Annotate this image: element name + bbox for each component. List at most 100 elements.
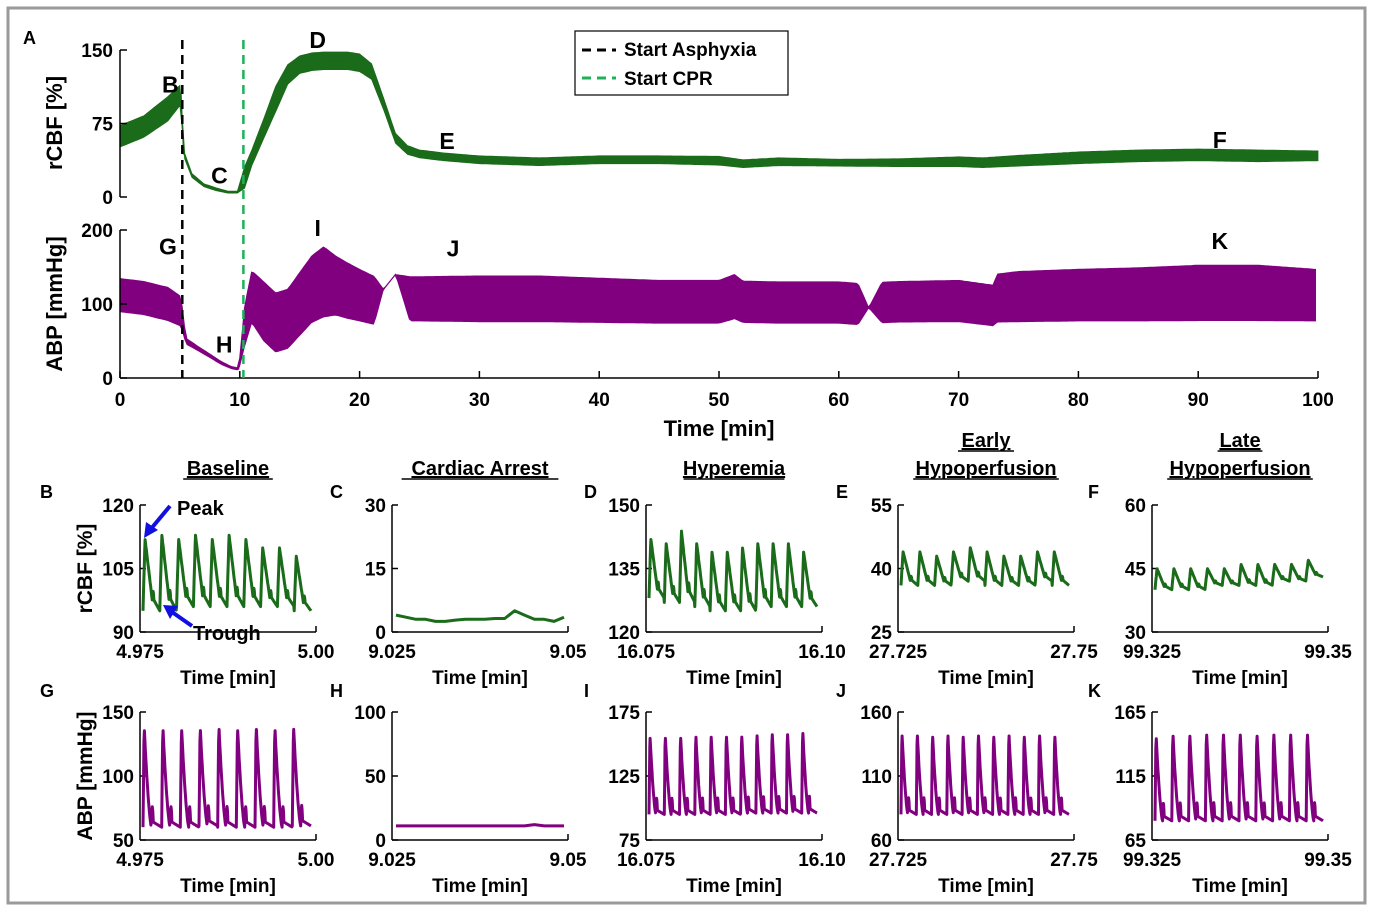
panel-f-waveform	[1153, 558, 1325, 592]
panel-d-ytick-label: 150	[608, 496, 640, 517]
panel-d-xtick-label: 16.075	[617, 642, 676, 663]
a-xtick-label: 50	[708, 390, 729, 411]
panel-e-xtick-label: 27.75	[1050, 642, 1098, 663]
a-abp-annotation-g: G	[159, 233, 177, 259]
a-xtick-label: 90	[1188, 390, 1209, 411]
panel-letter-c: C	[330, 482, 343, 502]
panel-i-ytick-label: 125	[608, 767, 640, 788]
panel-c-x-axis-label: Time [min]	[432, 668, 528, 689]
a-abp-signal-trace	[119, 273, 1316, 370]
panel-e-chart: E 25 40 55 27.725 27.75 Time [min] Early Hypoper…	[836, 430, 1098, 689]
peak-arrow	[148, 504, 172, 532]
panel-h-xtick-label: 9.025	[368, 850, 416, 871]
a-rcbf-annotation-b: B	[162, 71, 179, 97]
panel-letter-k: K	[1088, 681, 1101, 701]
a-abp-y-axis-label: ABP [mmHg]	[42, 236, 67, 371]
panel-f-ytick-label: 45	[1125, 560, 1147, 581]
panel-a-rcbf-chart: A rCBF [%] 0 75 150 B C D E F	[23, 27, 1319, 209]
panel-d-chart: D 120 135 150 16.075 16.10 Time [min] Hyperemia	[584, 458, 846, 689]
a-rcbf-ytick-label: 150	[81, 41, 113, 62]
panel-e-ytick-label: 40	[871, 560, 892, 581]
panel-g-chart: G 50 100 150 4.975 5.00 Time [min] ABP [mmHg]	[40, 681, 334, 897]
a-xtick-label: 70	[948, 390, 969, 411]
panel-e-ytick-label: 25	[871, 623, 893, 644]
legend: Start Asphyxia Start CPR	[574, 30, 789, 96]
panel-h-ytick-label: 50	[365, 767, 386, 788]
a-xtick-label: 10	[229, 390, 250, 411]
panel-g-y-axis-label: ABP [mmHg]	[74, 711, 97, 840]
a-xtick-label: 40	[589, 390, 610, 411]
panel-k-chart: K 65 115 165 99.325 99.35 Time [min]	[1088, 681, 1352, 897]
panel-letter-e: E	[836, 482, 848, 502]
legend-label-cpr: Start CPR	[624, 69, 713, 90]
panel-c-ytick-label: 0	[375, 623, 386, 644]
panel-i-waveform	[647, 732, 819, 816]
panel-g-ytick-label: 150	[102, 703, 134, 724]
a-abp-x-axis-label: Time [min]	[664, 416, 775, 441]
panel-k-xtick-label: 99.325	[1123, 850, 1182, 871]
a-rcbf-signal-trace	[119, 60, 1318, 193]
panel-g-ytick-label: 50	[113, 831, 134, 852]
trough-arrow	[170, 610, 194, 628]
a-abp-ytick-label: 100	[81, 295, 113, 316]
panel-g-xtick-label: 4.975	[116, 850, 164, 871]
panel-letter-b: B	[40, 482, 53, 502]
panel-letter-i: I	[584, 681, 589, 701]
panel-c-ytick-label: 30	[365, 496, 386, 517]
panel-j-xtick-label: 27.725	[869, 850, 928, 871]
a-rcbf-y-axis-label: rCBF [%]	[42, 76, 67, 170]
panel-e-xtick-label: 27.725	[869, 642, 928, 663]
figure-border	[6, 6, 1367, 905]
panel-e-waveform	[899, 546, 1071, 587]
panel-h-ytick-label: 0	[375, 831, 386, 852]
panel-c-chart: C 0 15 30 9.025 9.05 Time [min] Cardiac Arrest	[330, 458, 587, 689]
panel-letter-h: H	[330, 681, 343, 701]
a-rcbf-annotation-f: F	[1213, 127, 1227, 153]
panel-j-ytick-label: 60	[871, 831, 892, 852]
panel-g-xtick-label: 5.00	[298, 850, 335, 871]
a-rcbf-signal-envelope	[119, 51, 1319, 194]
panel-d-ytick-label: 135	[608, 560, 640, 581]
panel-letter-g: G	[40, 681, 54, 701]
panel-b-xtick-label: 4.975	[116, 642, 164, 663]
panel-e-ytick-label: 55	[871, 496, 893, 517]
panel-k-waveform	[1153, 733, 1325, 823]
panel-b-title: Baseline	[187, 458, 269, 480]
panel-j-ytick-label: 160	[860, 703, 892, 724]
a-rcbf-annotation-d: D	[309, 27, 326, 53]
panel-j-waveform	[899, 734, 1071, 816]
a-xtick-label: 60	[828, 390, 849, 411]
legend-box	[574, 30, 789, 96]
panel-b-y-axis-label: rCBF [%]	[74, 524, 97, 614]
a-abp-signal-envelope	[119, 246, 1316, 371]
panel-d-xtick-label: 16.10	[798, 642, 846, 663]
a-xtick-label: 0	[115, 390, 126, 411]
panel-e-title: Hypoperfusion	[915, 458, 1056, 480]
panel-b-ytick-label: 105	[102, 560, 134, 581]
a-abp-annotation-h: H	[216, 332, 233, 358]
panel-j-chart: J 60 110 160 27.725 27.75 Time [min]	[836, 681, 1098, 897]
event-lines	[181, 40, 245, 378]
panel-j-xtick-label: 27.75	[1050, 850, 1098, 871]
a-rcbf-ytick-label: 0	[102, 188, 113, 209]
trough-label: Trough	[193, 623, 261, 645]
a-rcbf-annotation-e: E	[439, 128, 454, 154]
panel-letter-j: J	[836, 681, 846, 701]
panel-b-xtick-label: 5.00	[298, 642, 335, 663]
small-panels: B 90 105 120 4.975 5.00 Time [min] rCBF [%] Base…	[40, 430, 1352, 897]
trough-arrow-head	[163, 605, 178, 619]
a-xtick-label: 100	[1302, 390, 1334, 411]
panel-h-chart: H 0 50 100 9.025 9.05 Time [min]	[330, 681, 587, 897]
panel-h-waveform	[396, 823, 564, 828]
panel-g-ytick-label: 100	[102, 767, 134, 788]
panel-c-xtick-label: 9.025	[368, 642, 416, 663]
panel-g-x-axis-label: Time [min]	[180, 876, 276, 897]
panel-i-ytick-label: 175	[608, 703, 640, 724]
a-abp-annotation-j: J	[447, 236, 460, 262]
panel-j-ytick-label: 110	[861, 767, 892, 788]
a-abp-ytick-label: 0	[102, 369, 113, 390]
panel-k-x-axis-label: Time [min]	[1192, 876, 1288, 897]
a-rcbf-ytick-label: 75	[92, 115, 114, 136]
panel-f-xtick-label: 99.35	[1304, 642, 1352, 663]
panel-h-x-axis-label: Time [min]	[432, 876, 528, 897]
